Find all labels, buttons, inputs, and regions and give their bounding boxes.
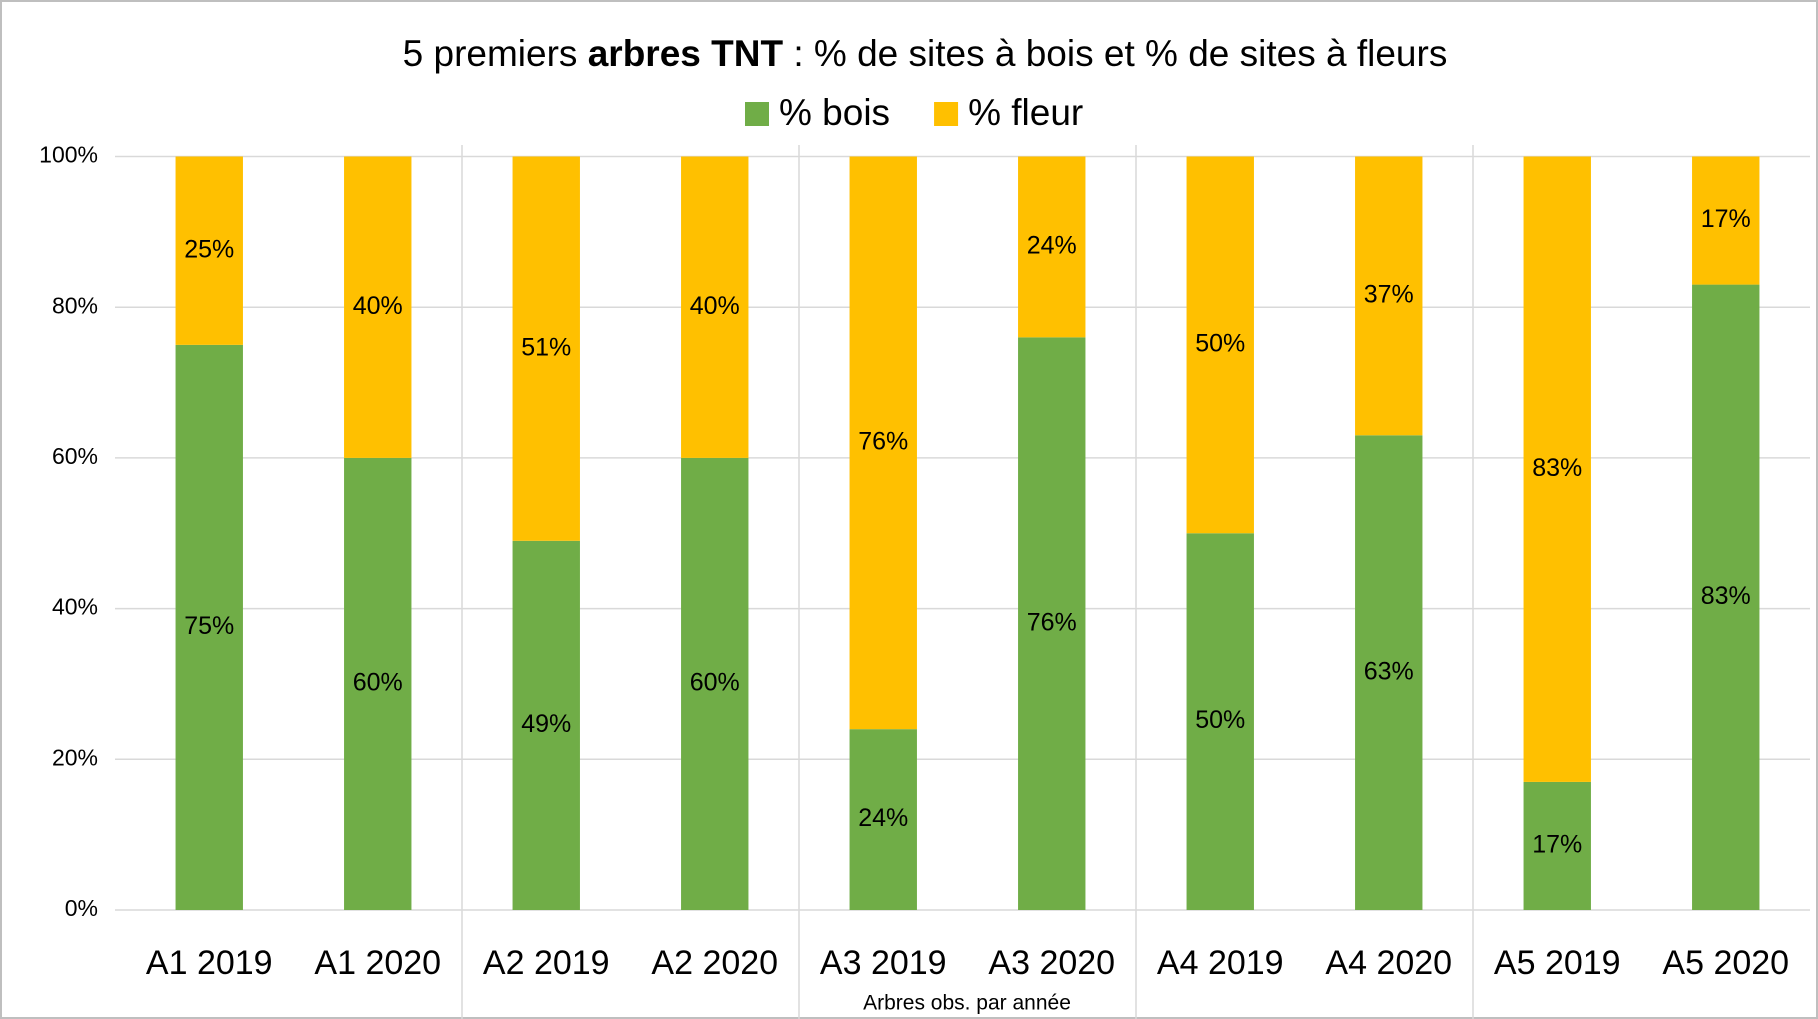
bar-segment [1523,781,1591,910]
data-label: 49% [521,710,571,738]
y-tick-label: 40% [52,594,98,620]
title-part: 5 premiers [403,33,588,74]
bar-segment [1355,435,1423,910]
y-tick-label: 60% [52,443,98,469]
bar-segment [175,156,243,345]
x-tick-label: A4 2019 [1157,944,1284,982]
data-label: 83% [1701,582,1751,610]
bar-segment [1186,156,1254,534]
legend-swatch [934,102,959,126]
data-label: 17% [1532,831,1582,859]
data-label: 50% [1195,329,1245,357]
bar-segment [1692,284,1760,911]
x-tick-label: A5 2019 [1494,944,1621,982]
data-label: 37% [1364,281,1414,309]
data-label: 25% [184,235,234,263]
legend: % bois % fleur [745,92,1083,133]
data-label: 51% [521,333,571,361]
data-label: 76% [1027,608,1077,636]
bar-segment [344,457,412,910]
legend-swatch [745,102,769,126]
data-label: 50% [1195,706,1245,734]
x-tick-label: A3 2019 [820,944,947,982]
data-label: 17% [1701,205,1751,233]
data-label: 24% [858,804,908,832]
x-tick-label: A1 2019 [146,944,273,982]
x-tick-label: A2 2019 [483,944,610,982]
y-tick-label: 80% [52,292,98,318]
bar-segment [1355,156,1423,436]
bar-segment [1018,156,1086,338]
x-tick-label: A3 2020 [988,944,1115,982]
data-label: 40% [353,292,403,320]
bar-segment [1186,533,1254,910]
data-label: 63% [1364,657,1414,685]
y-tick-label: 0% [65,895,98,921]
bar-segment [681,156,749,458]
bar-segment [512,540,580,910]
data-label: 60% [690,669,740,697]
legend-label: % bois [779,92,890,133]
bar-segment [849,156,917,730]
x-tick-label: A1 2020 [314,944,441,982]
data-label: 40% [690,292,740,320]
bar-segment [849,729,917,910]
data-label: 24% [1027,232,1077,260]
bar-segment [1692,156,1760,285]
chart-title: 5 premiers arbres TNT : % de sites à boi… [403,33,1448,74]
y-tick-label: 100% [39,142,98,168]
bar-segment [681,457,749,910]
bar-segment [1523,156,1591,782]
data-label: 83% [1532,454,1582,482]
data-label: 76% [858,427,908,455]
bar-segment [512,156,580,541]
x-tick-label: A5 2020 [1662,944,1789,982]
bar-segment [1018,337,1086,911]
data-label: 60% [353,669,403,697]
y-tick-label: 20% [52,744,98,770]
data-label: 75% [184,612,234,640]
title-part: arbres TNT [588,33,784,74]
x-tick-label: A4 2020 [1325,944,1452,982]
bar-segment [344,156,412,458]
legend-label: % fleur [968,92,1083,133]
bar-segment [175,344,243,910]
title-part: : % de sites à bois et % de sites à fleu… [783,33,1447,74]
x-axis-title: Arbres obs. par année [863,992,1071,1015]
x-tick-label: A2 2020 [651,944,778,982]
